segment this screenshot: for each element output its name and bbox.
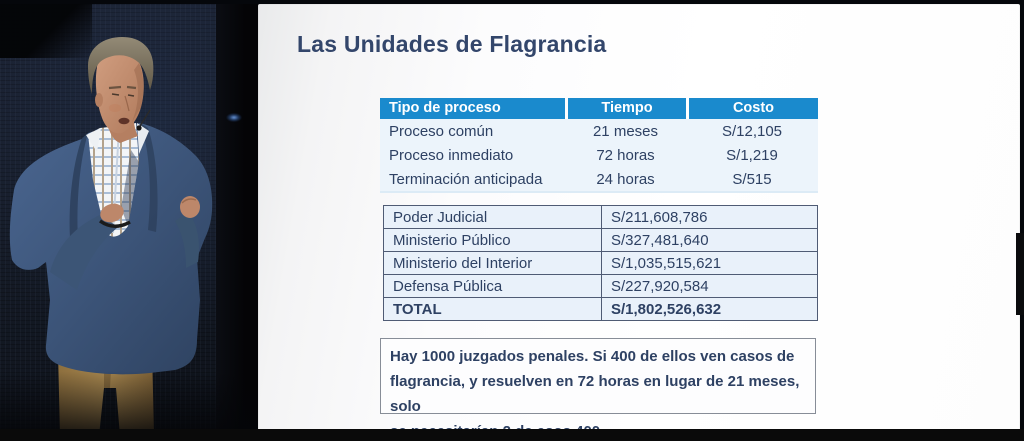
column-header-tipo: Tipo de proceso <box>380 98 565 119</box>
speaker-hair <box>88 37 154 94</box>
table-cell: S/211,608,786 <box>601 206 817 228</box>
table-cell: S/12,105 <box>721 122 783 140</box>
table-cell: Proceso inmediato <box>389 146 514 164</box>
eyeglasses <box>99 219 131 228</box>
table-row: Poder Judicial S/211,608,786 <box>384 206 817 228</box>
speaker-photo <box>9 37 213 436</box>
table-cell: 72 horas <box>596 146 655 164</box>
column-header-tiempo: Tiempo <box>568 98 686 119</box>
table-cell: S/1,035,515,621 <box>601 252 817 274</box>
table-cell: 24 horas <box>596 170 655 188</box>
table-cell: S/1,219 <box>726 146 778 164</box>
table-cell: S/327,481,640 <box>601 229 817 251</box>
table-cell: S/1,802,526,632 <box>601 298 817 320</box>
microphone-icon <box>136 109 151 131</box>
table-cell: S/227,920,584 <box>601 275 817 297</box>
speaker-left-arm <box>50 203 131 290</box>
slide: Las Unidades de Flagrancia Tipo de proce… <box>258 4 1020 440</box>
table-row: Defensa Pública S/227,920,584 <box>384 274 817 297</box>
table-row: Terminación anticipada 24 horas S/515 <box>380 167 818 191</box>
table-body: Proceso común 21 meses S/12,105 Proceso … <box>380 119 818 193</box>
table-cell: Ministerio Público <box>393 231 511 249</box>
table-row: Ministerio del Interior S/1,035,515,621 <box>384 251 817 274</box>
speaker-jacket <box>9 123 213 375</box>
table-cell: S/515 <box>732 170 772 188</box>
stage-black-column <box>216 0 258 441</box>
table-row: Proceso común 21 meses S/12,105 <box>380 119 818 143</box>
table-cell: Proceso común <box>389 122 494 140</box>
table-cell: TOTAL <box>393 300 442 318</box>
table-header-row: Tipo de proceso Tiempo Costo <box>380 98 818 119</box>
right-edge-notch <box>1016 233 1024 315</box>
budget-table: Poder Judicial S/211,608,786 Ministerio … <box>383 205 818 321</box>
stage-blue-light <box>226 113 242 122</box>
table-cell: Defensa Pública <box>393 277 503 295</box>
speaker-right-arm <box>175 196 200 268</box>
process-cost-table: Tipo de proceso Tiempo Costo Proceso com… <box>380 98 818 193</box>
table-row-total: TOTAL S/1,802,526,632 <box>384 297 817 320</box>
column-header-costo: Costo <box>689 98 818 119</box>
table-row: Ministerio Público S/327,481,640 <box>384 228 817 251</box>
stage-dark-corner <box>0 0 92 58</box>
stage-photo <box>0 0 258 441</box>
table-cell: Terminación anticipada <box>389 170 543 188</box>
table-row: Proceso inmediato 72 horas S/1,219 <box>380 143 818 167</box>
table-cell: Ministerio del Interior <box>393 254 533 272</box>
right-edge <box>1020 0 1024 441</box>
note-box: Hay 1000 juzgados penales. Si 400 de ell… <box>380 338 816 440</box>
table-cell: Poder Judicial <box>393 208 488 226</box>
speaker-face <box>95 53 144 143</box>
slide-title: Las Unidades de Flagrancia <box>297 31 607 57</box>
top-letterbox <box>0 0 1024 4</box>
table-cell: 21 meses <box>592 122 659 140</box>
letterbox-bar <box>0 429 1024 441</box>
